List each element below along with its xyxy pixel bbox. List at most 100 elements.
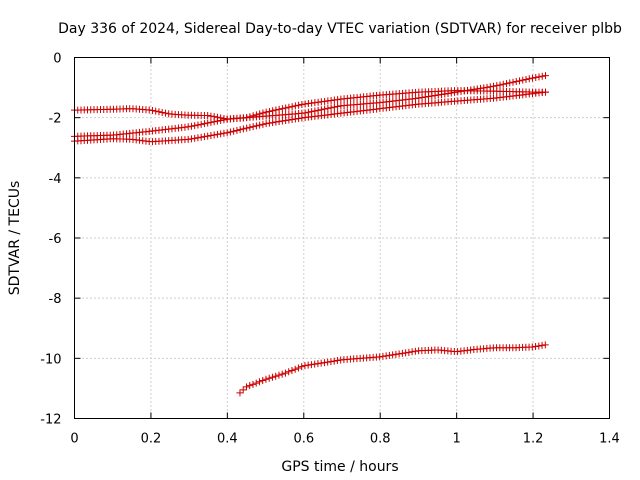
data-point <box>541 88 549 96</box>
data-point <box>454 88 462 96</box>
data-point <box>421 93 429 101</box>
data-point <box>285 116 293 124</box>
data-point <box>239 386 247 394</box>
series-satellite-b <box>71 72 549 140</box>
data-point <box>389 351 397 359</box>
data-point <box>246 123 254 131</box>
data-point <box>493 82 501 90</box>
data-point <box>236 126 244 134</box>
data-point <box>252 379 260 387</box>
data-point <box>408 348 416 356</box>
data-point <box>269 119 277 127</box>
data-point <box>194 134 202 142</box>
data-point <box>262 120 270 128</box>
data-point <box>509 78 517 86</box>
data-point <box>207 118 215 126</box>
data-point <box>207 112 215 120</box>
data-point <box>467 86 475 94</box>
data-point <box>262 375 270 383</box>
data-point <box>282 117 290 125</box>
data-point <box>431 91 439 99</box>
y-tick-label: -4 <box>49 172 62 187</box>
x-axis-label: GPS time / hours <box>281 459 398 475</box>
data-point <box>220 116 228 124</box>
chart-title: Day 336 of 2024, Sidereal Day-to-day VTE… <box>58 21 622 37</box>
data-point <box>311 360 319 368</box>
data-point <box>295 114 303 122</box>
data-point <box>204 119 212 127</box>
data-point <box>288 116 296 124</box>
data-point <box>460 87 468 95</box>
x-tick-label: 1.4 <box>599 432 620 447</box>
data-point <box>242 383 250 391</box>
data-point <box>259 377 267 385</box>
data-point <box>285 103 293 111</box>
data-point <box>161 109 169 117</box>
data-point <box>217 130 225 138</box>
data-point <box>213 117 221 125</box>
data-point <box>155 108 163 116</box>
marks-layer <box>71 72 549 397</box>
data-point <box>298 363 306 371</box>
data-point <box>321 105 329 113</box>
data-point <box>272 372 280 380</box>
data-point <box>213 130 221 138</box>
data-point <box>528 74 536 82</box>
data-point <box>330 357 338 365</box>
data-point <box>278 105 286 113</box>
data-point <box>301 362 309 370</box>
series-satellite-c <box>71 88 549 146</box>
data-point <box>191 134 199 142</box>
data-point <box>512 78 520 86</box>
data-point <box>275 371 283 379</box>
data-point <box>288 367 296 375</box>
data-point <box>490 82 498 90</box>
data-point <box>434 91 442 99</box>
data-point <box>317 359 325 367</box>
data-point <box>152 107 160 115</box>
data-point <box>291 102 299 110</box>
data-point <box>522 75 530 83</box>
y-tick-label: -8 <box>49 292 62 307</box>
data-point <box>268 373 276 381</box>
data-point <box>425 93 433 101</box>
data-point <box>525 75 533 83</box>
data-point <box>483 83 491 91</box>
data-point <box>294 364 302 372</box>
data-point <box>226 128 234 136</box>
data-point <box>298 101 306 109</box>
data-point <box>220 129 228 137</box>
x-tick-label: 0.8 <box>370 432 391 447</box>
y-tick-label: -6 <box>49 232 62 247</box>
data-point <box>392 350 400 358</box>
data-point <box>506 79 514 87</box>
data-point <box>473 85 481 93</box>
data-point <box>480 84 488 92</box>
data-point <box>457 87 465 95</box>
grid-layer <box>74 57 610 419</box>
data-point <box>324 358 332 366</box>
x-tick-label: 1.2 <box>523 432 544 447</box>
data-point <box>197 133 205 141</box>
y-tick-label: 0 <box>53 52 61 67</box>
data-point <box>464 86 472 94</box>
data-point <box>255 378 263 386</box>
data-point <box>148 106 156 114</box>
data-point <box>327 358 335 366</box>
data-point <box>324 104 332 112</box>
data-point <box>447 89 455 97</box>
data-point <box>204 112 212 120</box>
data-point <box>194 121 202 129</box>
data-point <box>541 341 549 349</box>
data-point <box>243 124 251 132</box>
data-point <box>249 380 257 388</box>
x-tick-label: 0.4 <box>217 432 238 447</box>
data-point <box>327 104 335 112</box>
data-point <box>187 135 195 143</box>
data-point <box>444 89 452 97</box>
x-tick-label: 0.2 <box>141 432 162 447</box>
data-point <box>535 73 543 81</box>
data-point <box>428 92 436 100</box>
data-point <box>230 127 238 135</box>
